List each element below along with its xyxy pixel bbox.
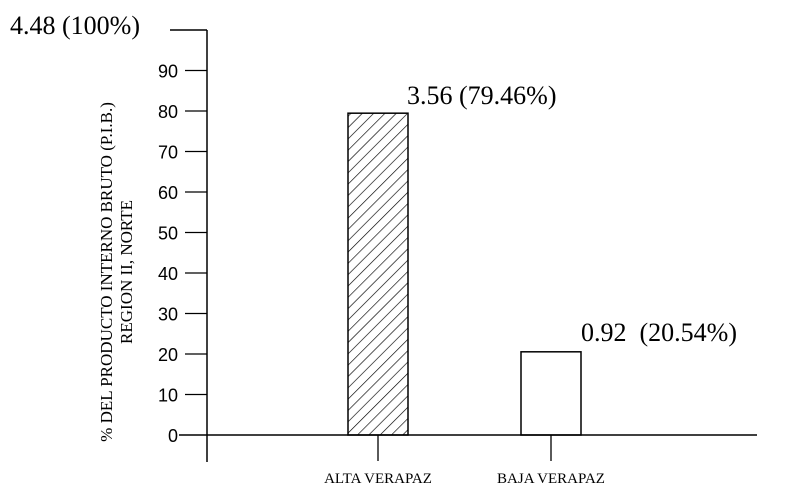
y-tick-label: 70 (158, 143, 178, 163)
y-tick-label: 30 (158, 305, 178, 325)
labels: ALTA VERAPAZ 3.56 (79.46%) BAJA VERAPAZ 0.9… (324, 81, 737, 487)
x-tick-label: BAJA VERAPAZ (497, 471, 605, 487)
y-axis-title-line-1: % DEL PRODUCTO INTERNO BRUTO (P.I.B.) (97, 102, 116, 442)
data-label: 0.92 (20.54%) (581, 318, 737, 347)
y-tick-label: 60 (158, 183, 178, 203)
y-tick-label: 40 (158, 264, 178, 284)
y-tick-label: 10 (158, 386, 178, 406)
bars (347, 112, 582, 461)
y-tick-label: 80 (158, 102, 178, 122)
y-tick-label: 0 (168, 426, 178, 446)
data-label: 3.56 (79.46%) (407, 81, 556, 110)
x-tick-label: ALTA VERAPAZ (324, 471, 432, 487)
bar (520, 351, 582, 436)
total-label: 4.48 (100%) (10, 11, 140, 40)
bar (347, 112, 409, 436)
y-tick-label: 50 (158, 224, 178, 244)
y-tick-label: 20 (158, 345, 178, 365)
y-axis-title-line-2: REGION II, NORTE (117, 200, 136, 344)
y-axis-title: % DEL PRODUCTO INTERNO BRUTO (P.I.B.) RE… (97, 102, 136, 442)
y-ticks: 0 10 20 30 40 50 60 70 80 90 (158, 62, 207, 446)
y-tick-label: 90 (158, 62, 178, 82)
